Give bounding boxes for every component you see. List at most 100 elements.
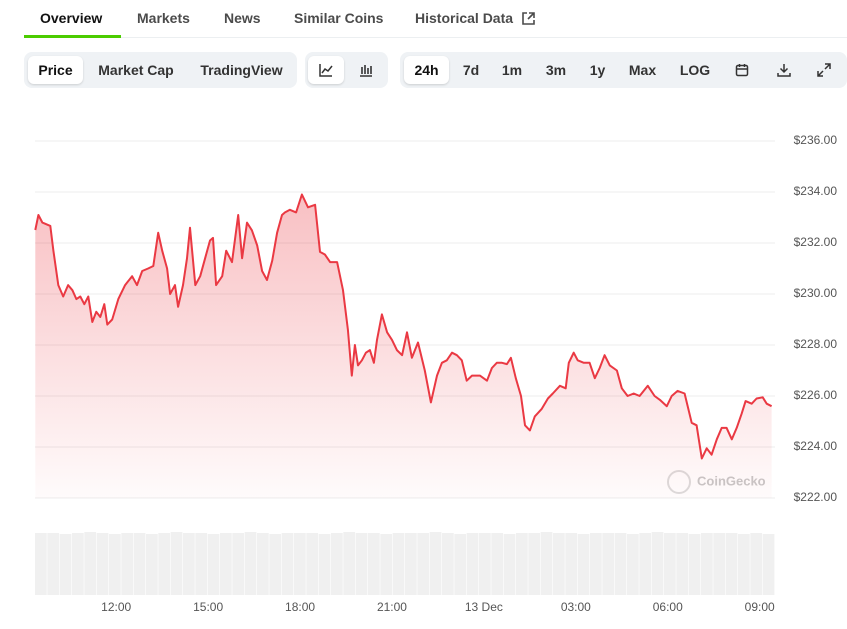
mode-button[interactable]: TradingView — [200, 62, 283, 78]
x-tick-label: 03:00 — [561, 600, 591, 614]
tab[interactable]: News — [224, 10, 261, 26]
price-area — [35, 194, 772, 498]
volume-bar — [639, 533, 652, 595]
fullscreen-button[interactable] — [810, 56, 838, 84]
range-button[interactable]: 3m — [545, 62, 567, 78]
volume-bar — [331, 533, 343, 595]
watermark-logo — [667, 470, 691, 494]
volume-bar — [577, 534, 590, 595]
calendar-button[interactable] — [728, 56, 756, 84]
range-button[interactable]: 1y — [589, 62, 606, 78]
x-tick-label: 18:00 — [285, 600, 315, 614]
volume-bar — [762, 534, 775, 595]
volume-bar — [195, 533, 208, 595]
volume-bar — [207, 534, 220, 595]
volume-bar — [540, 532, 553, 595]
volume-bar — [701, 533, 713, 595]
volume-bar — [380, 534, 393, 595]
volume-bar — [244, 532, 257, 595]
tab-divider — [24, 37, 847, 38]
volume-bar — [516, 533, 528, 595]
mode-button[interactable]: Price — [28, 56, 83, 84]
volume-bar — [442, 533, 454, 595]
x-tick-label: 13 Dec — [465, 600, 503, 614]
volume-bar — [368, 533, 380, 595]
volume-bar — [133, 533, 146, 595]
volume-bar — [627, 534, 639, 595]
volume-bar — [565, 533, 578, 595]
volume-bar — [454, 534, 467, 595]
volume-bar — [109, 534, 121, 595]
volume-bar — [750, 533, 763, 595]
volume-bar — [257, 533, 269, 595]
volume-bar — [553, 533, 565, 595]
volume-bar — [96, 533, 109, 595]
volume-bar — [281, 533, 294, 595]
volume-bar — [59, 534, 72, 595]
volume-bar — [405, 533, 417, 595]
tab[interactable]: Historical Data — [415, 10, 514, 26]
x-tick-label: 09:00 — [745, 600, 775, 614]
external-link-icon — [522, 12, 535, 25]
volume-bar — [158, 533, 171, 595]
range-button[interactable]: Max — [628, 62, 657, 78]
y-tick-label: $224.00 — [794, 439, 838, 453]
mode-button[interactable]: Market Cap — [98, 62, 174, 78]
range-group — [400, 52, 847, 88]
tab[interactable]: Similar Coins — [294, 10, 384, 26]
candle-chart-button[interactable] — [348, 56, 384, 84]
volume-bar — [688, 534, 701, 595]
volume-bar — [429, 532, 442, 595]
volume-bar — [318, 534, 331, 595]
volume-bar — [503, 534, 516, 595]
watermark: CoinGecko — [697, 473, 766, 488]
x-tick-label: 15:00 — [193, 600, 223, 614]
x-tick-label: 12:00 — [101, 600, 131, 614]
volume-bar — [294, 533, 306, 595]
y-tick-label: $230.00 — [794, 286, 838, 300]
volume-bar — [232, 533, 245, 595]
tab[interactable]: Markets — [137, 10, 190, 26]
active-tab-indicator — [24, 35, 121, 38]
volume-bar — [220, 533, 232, 595]
volume-bar — [343, 532, 356, 595]
volume-bar — [72, 533, 84, 595]
volume-bar — [269, 534, 282, 595]
volume-bar — [35, 533, 47, 595]
volume-bar — [146, 534, 158, 595]
volume-bar — [590, 533, 602, 595]
line-chart-button[interactable] — [308, 56, 344, 84]
volume-bar — [417, 533, 430, 595]
volume-bar — [614, 533, 627, 595]
volume-bar — [602, 533, 615, 595]
y-tick-label: $232.00 — [794, 235, 838, 249]
volume-bar — [121, 533, 134, 595]
x-tick-label: 06:00 — [653, 600, 683, 614]
volume-bar — [479, 533, 491, 595]
volume-bar — [491, 533, 504, 595]
download-button[interactable] — [770, 56, 798, 84]
tab[interactable]: Overview — [40, 10, 103, 26]
volume-bar — [47, 533, 60, 595]
y-tick-label: $226.00 — [794, 388, 838, 402]
volume-bar — [306, 533, 319, 595]
range-button[interactable]: 1m — [501, 62, 523, 78]
volume-bar — [84, 532, 97, 595]
volume-bar — [170, 532, 183, 595]
y-tick-label: $228.00 — [794, 337, 838, 351]
range-button[interactable]: 24h — [404, 56, 449, 84]
volume-bar — [713, 533, 726, 595]
y-tick-label: $222.00 — [794, 490, 838, 504]
y-tick-label: $236.00 — [794, 133, 838, 147]
volume-bar — [676, 533, 689, 595]
range-button[interactable]: 7d — [462, 62, 480, 78]
volume-bar — [651, 532, 664, 595]
volume-bar — [392, 533, 405, 595]
volume-bar — [183, 533, 195, 595]
x-tick-label: 21:00 — [377, 600, 407, 614]
log-button[interactable]: LOG — [679, 62, 711, 78]
volume-bar — [528, 533, 541, 595]
volume-bar — [725, 533, 738, 595]
